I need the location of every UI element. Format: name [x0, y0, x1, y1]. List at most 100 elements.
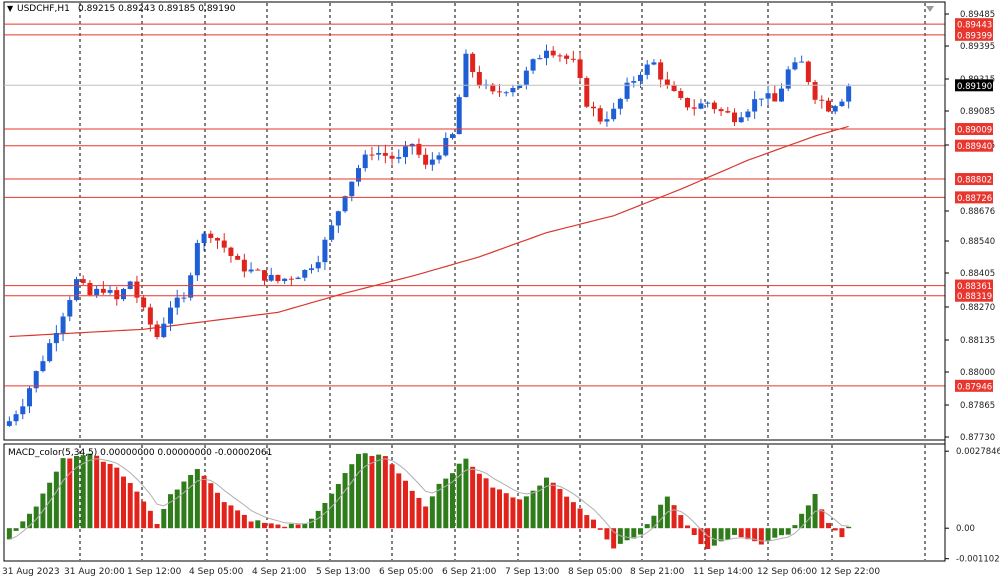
macd-bar [33, 506, 39, 529]
price-tick-label: 0.88540 [960, 237, 995, 247]
candle [33, 370, 39, 393]
candle [738, 112, 744, 123]
price-tick-label: 0.88000 [960, 368, 995, 378]
candle [450, 132, 455, 140]
macd-bar [597, 528, 603, 530]
current-price-tag: 0.89190 [955, 79, 993, 92]
horizontal-levels[interactable] [4, 23, 945, 387]
candle [201, 231, 207, 252]
macd-bar [315, 510, 321, 529]
candle [711, 100, 717, 114]
macd-bar [705, 528, 711, 550]
candle [443, 132, 449, 157]
candle [329, 220, 335, 242]
candle [839, 98, 845, 107]
candle [758, 98, 764, 107]
macd-signal-path [9, 458, 849, 542]
candle [409, 143, 415, 155]
candle [208, 230, 214, 243]
candle [691, 99, 697, 116]
macd-bar [846, 526, 852, 529]
macd-bar [174, 489, 180, 529]
level-tag-label: 0.88802 [957, 176, 992, 186]
macd-bar [53, 471, 59, 529]
chart-shift-icon[interactable] [926, 6, 934, 12]
macd-tick-label: -0.00110285 [956, 555, 1000, 565]
level-tag-label: 0.88319 [957, 292, 992, 302]
candle [315, 255, 321, 273]
macd-bar [262, 522, 267, 529]
candle [423, 148, 429, 169]
price-tick-label: 0.89085 [960, 107, 995, 117]
macd-bar [342, 473, 348, 529]
moving-average-line [9, 125, 849, 338]
ma-line [9, 125, 849, 338]
macd-bar [557, 488, 563, 529]
macd-bar [832, 528, 838, 531]
candle [295, 276, 301, 280]
macd-bar [302, 524, 308, 529]
macd-bar [13, 528, 19, 531]
candle [544, 44, 549, 66]
candle [470, 52, 476, 78]
collapse-arrow-icon[interactable]: ▼ [7, 4, 14, 13]
candle [732, 108, 737, 127]
candle [819, 95, 825, 109]
candle [671, 81, 677, 92]
candle [705, 101, 711, 108]
macd-bar [510, 497, 516, 529]
macd-bar [127, 483, 133, 529]
macd-bar [181, 481, 187, 529]
macd-bar [376, 454, 382, 529]
level-tag: 0.88802 [955, 173, 993, 186]
macd-bar [362, 453, 368, 529]
macd-bar [382, 456, 388, 529]
macd-bar [27, 513, 32, 529]
candle [752, 91, 758, 119]
macd-bar [604, 528, 610, 540]
candle [335, 210, 341, 233]
macd-bar [80, 455, 86, 529]
macd-bar [550, 482, 556, 529]
macd-bar [423, 506, 429, 529]
candle [537, 54, 543, 60]
macd-bar [335, 484, 341, 529]
candle [718, 107, 724, 117]
macd-bar [490, 487, 496, 529]
candle [262, 269, 267, 286]
macd-bar [483, 478, 489, 529]
macd-bar [752, 528, 758, 542]
candle [530, 58, 536, 75]
candle [765, 86, 771, 105]
candle [60, 312, 66, 342]
macd-histogram [6, 453, 852, 550]
candle [745, 108, 751, 121]
candle [564, 53, 570, 65]
macd-tick-label: 0.00278463 [956, 447, 1000, 457]
candle [664, 71, 670, 89]
macd-bar [698, 528, 704, 545]
time-tick-label: 8 Sep 21:00 [630, 567, 685, 577]
macd-bar [107, 463, 113, 529]
macd-bar [691, 528, 697, 536]
macd-bar [738, 528, 744, 538]
price-tick-label: 0.89485 [960, 10, 995, 20]
macd-bar [530, 490, 536, 529]
candle [154, 320, 160, 340]
macd-bar [309, 518, 314, 529]
candle [134, 275, 140, 304]
level-tag: 0.89009 [955, 123, 993, 136]
level-tag: 0.88940 [955, 139, 993, 152]
candle [463, 49, 469, 98]
macd-bar [450, 473, 455, 529]
macd-bar [356, 453, 361, 529]
macd-bar [349, 464, 355, 529]
candle [846, 83, 852, 109]
candle [557, 53, 563, 62]
candle [121, 287, 126, 302]
time-tick-label: 6 Sep 05:00 [379, 567, 434, 577]
candle [389, 151, 395, 165]
macd-bar [255, 520, 261, 529]
